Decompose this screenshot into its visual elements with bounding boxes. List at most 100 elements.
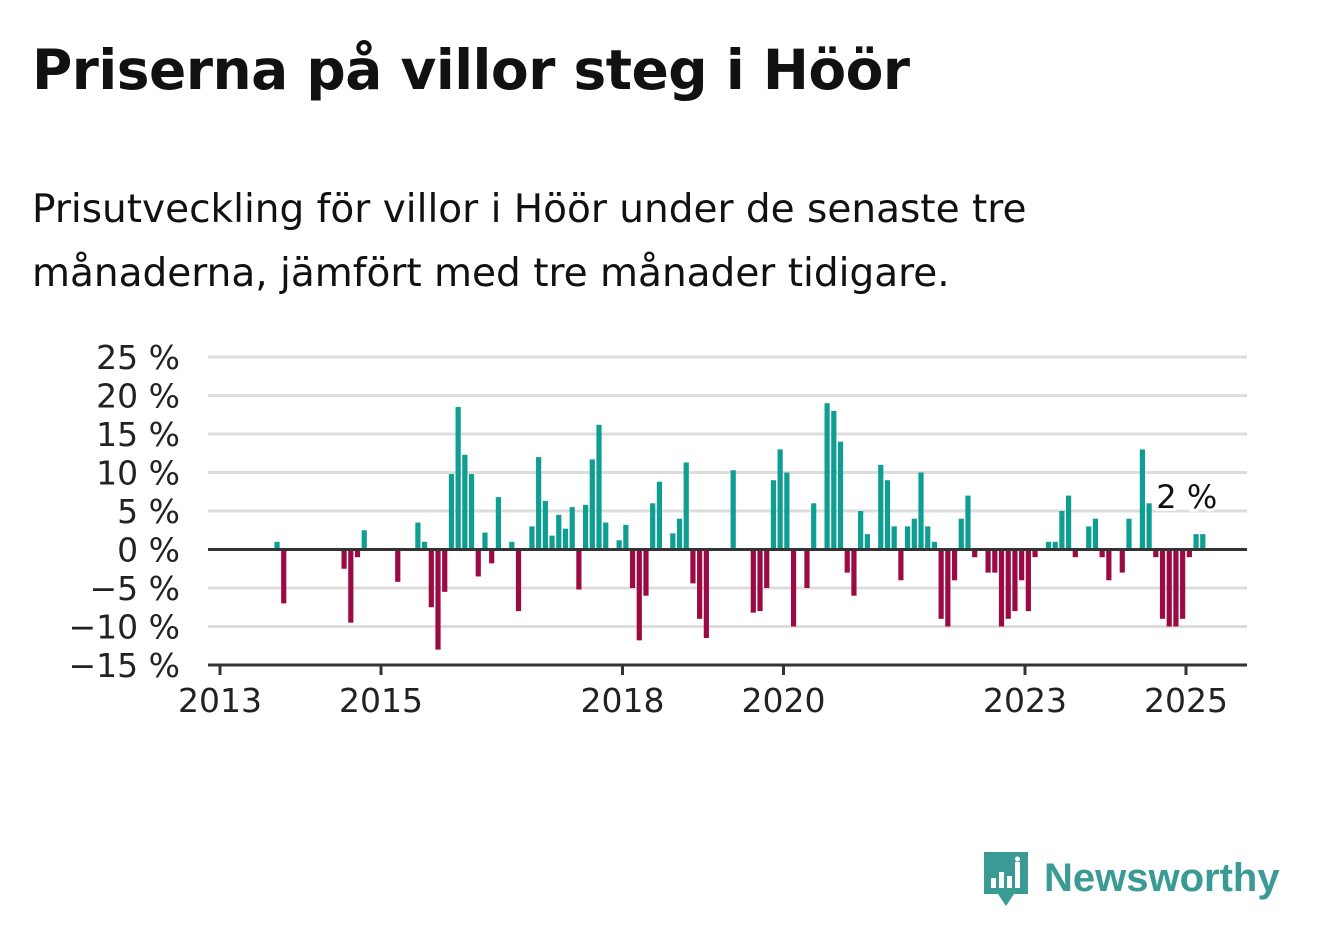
bar [764,549,770,588]
bar [603,522,609,550]
bar [911,518,917,550]
bar [925,526,931,550]
x-tick-label: 2025 [1144,681,1228,720]
bar [1045,541,1052,550]
bar [468,474,475,550]
last-value-label: 2 % [1156,478,1217,516]
bar [422,541,428,550]
bar [650,503,656,550]
bar [623,524,629,550]
bar [435,549,441,650]
bar [643,549,649,596]
y-tick-label: 0 % [117,531,180,570]
bar [455,407,461,550]
y-tick-label: −5 % [90,569,181,608]
bar [274,541,280,550]
bar [770,480,777,550]
bar [670,533,676,550]
bar [777,449,783,550]
bar [918,472,924,550]
brand-logo: Newsworthy [980,848,1280,908]
bar [1005,549,1011,619]
bar [1106,549,1112,581]
y-tick-label: 25 % [96,338,180,377]
bar [1072,549,1078,558]
bar [1052,541,1058,550]
bar [864,534,870,550]
bar [824,403,830,550]
bar [529,526,535,550]
bar [281,549,287,604]
bar [629,549,636,588]
y-tick-label: 10 % [96,454,180,493]
bar [905,526,911,550]
bar [891,526,897,550]
bar [750,549,756,613]
bar [844,549,850,573]
x-tick-label: 2015 [339,681,423,720]
bar [1059,511,1065,550]
bar [1012,549,1018,612]
bar [589,459,595,550]
bar [348,549,354,623]
bar [884,480,891,550]
chart-subtitle: Prisutveckling för villor i Höör under d… [32,187,1027,296]
bar [569,507,575,550]
bar [1173,549,1179,627]
bar [462,454,468,550]
bar [1186,549,1192,558]
bar [1139,449,1145,550]
bar [549,535,555,550]
bar [831,410,837,550]
bar [878,464,884,550]
bar [341,549,347,569]
bar [361,530,367,550]
bar [697,549,703,619]
bar [576,549,582,590]
bar [851,549,857,596]
bar [495,497,501,550]
bar-chart: 25 %20 %15 %10 %5 %0 %−5 %−10 %−15 %2013… [69,338,1247,720]
bar [1200,534,1206,550]
x-tick-label: 2020 [742,681,826,720]
y-tick-label: 5 % [117,492,180,531]
bar [415,522,421,550]
bar [515,549,522,612]
bar [1099,549,1105,558]
chart-title: Priserna på villor steg i Höör [32,38,910,102]
bar [448,474,455,550]
x-tick-label: 2013 [178,681,262,720]
bar [1146,503,1152,550]
bar [428,549,434,608]
bar [837,441,844,550]
bar [804,549,810,588]
bar [616,540,622,550]
bar [442,549,448,592]
bar [1086,526,1092,550]
bar [676,518,683,550]
y-tick-label: −15 % [69,646,181,685]
newsworthy-logo-icon [984,852,1028,906]
bar [1119,549,1125,573]
bar [985,549,991,573]
bar [1032,549,1038,558]
bar [509,541,515,550]
bar [938,549,944,619]
bar [395,549,401,582]
bar [690,549,696,584]
bar [757,549,763,612]
bar [931,541,938,550]
bar [489,549,495,564]
bar [583,504,589,550]
bar [1166,549,1172,627]
bar [1193,534,1199,550]
y-tick-label: 15 % [96,415,180,454]
bar [703,549,709,639]
bar [898,549,904,581]
x-tick-label: 2023 [983,681,1067,720]
x-tick-label: 2018 [581,681,665,720]
bar [354,549,361,558]
bar [965,495,971,550]
bar [562,528,569,550]
bar [811,503,817,550]
